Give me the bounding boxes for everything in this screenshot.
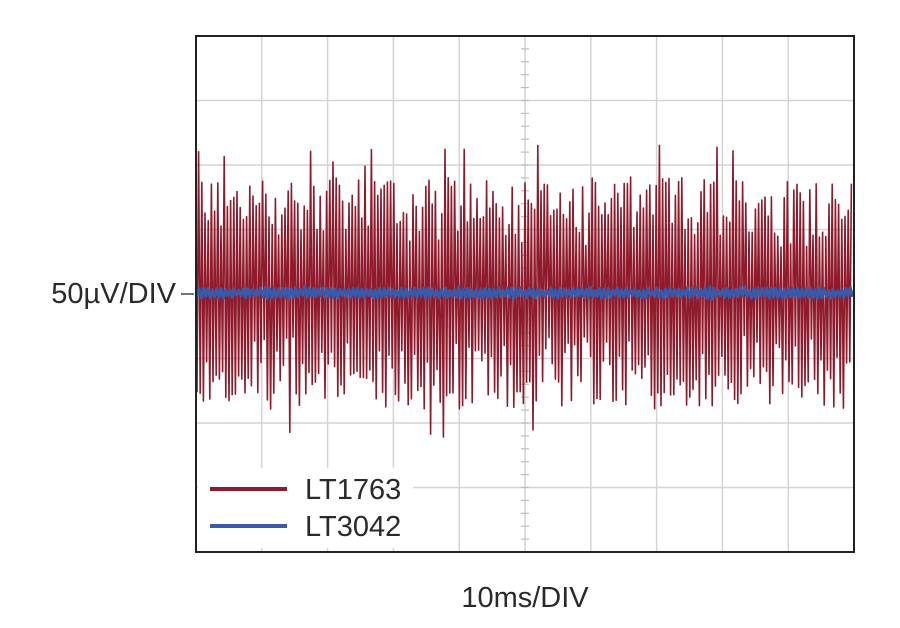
legend-label-lt1763: LT1763 bbox=[305, 474, 401, 506]
ylabel: 50µV/DIV bbox=[51, 278, 176, 310]
series-trace-lt3042 bbox=[195, 285, 855, 301]
plot-frame bbox=[195, 35, 855, 553]
chart-traces bbox=[195, 144, 855, 438]
legend-label-lt3042: LT3042 bbox=[305, 511, 401, 543]
xlabel: 10ms/DIV bbox=[461, 582, 589, 614]
legend-background bbox=[198, 468, 413, 548]
chart-legend: LT1763 LT3042 bbox=[198, 468, 413, 548]
